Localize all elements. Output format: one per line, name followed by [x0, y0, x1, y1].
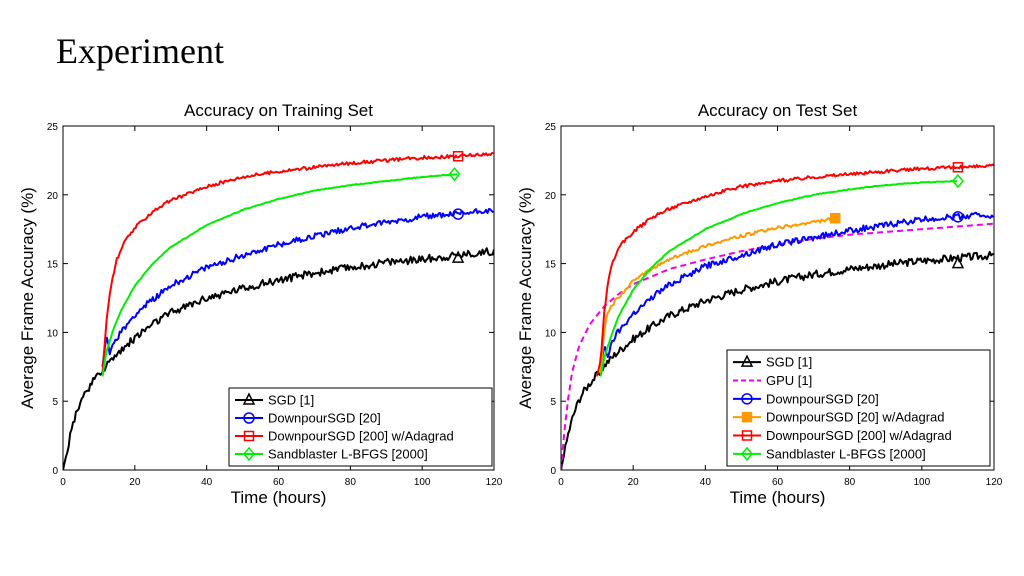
- legend-box: [726, 349, 991, 467]
- series-line-sandblaster-l-bfgs-2000: [599, 179, 958, 377]
- chart-title: Accuracy on Test Set: [698, 101, 858, 120]
- y-tick-label: 15: [47, 260, 59, 271]
- y-tick-label: 25: [545, 122, 557, 133]
- legend-label: DownpourSGD [20]: [268, 411, 381, 426]
- legend-box: [228, 387, 493, 467]
- x-tick-label: 20: [129, 477, 141, 488]
- x-tick-label: 80: [345, 477, 357, 488]
- series-line-downpoursgd-20: [599, 211, 994, 367]
- training-accuracy-chart: Accuracy on Training Set 0 20 40 60 80 100 120 0…: [18, 101, 503, 507]
- y-tick-label: 20: [47, 191, 59, 202]
- y-tick-label: 0: [550, 466, 556, 477]
- legend-marker-sgd-1: [740, 354, 754, 367]
- chart-title: Accuracy on Training Set: [184, 101, 373, 120]
- series-marker-sandblaster-l-bfgs-2000: [448, 166, 461, 182]
- y-tick-label: 5: [52, 397, 58, 408]
- slide-title: Experiment: [56, 31, 224, 71]
- series-line-sgd-1: [63, 247, 494, 470]
- legend-label: GPU [1]: [766, 373, 812, 388]
- legend-label: DownpourSGD [200] w/Adagrad: [766, 428, 952, 443]
- series-line-downpoursgd-200-w-adagrad: [101, 151, 494, 374]
- x-tick-label: 60: [772, 477, 784, 488]
- y-tick-label: 15: [545, 260, 557, 271]
- legend-label: DownpourSGD [200] w/Adagrad: [268, 429, 454, 444]
- y-tick-label: 0: [52, 466, 58, 477]
- series-marker-sgd-1: [951, 255, 965, 269]
- test-accuracy-chart: Accuracy on Test Set 0 20 40 60 80 100 120 0 5 10 1…: [516, 101, 1003, 507]
- legend-marker-sandblaster-l-bfgs-2000: [741, 446, 753, 462]
- x-tick-label: 120: [486, 477, 503, 488]
- legend-marker-downpoursgd-200-w-adagrad: [741, 430, 753, 441]
- series-marker-sandblaster-l-bfgs-2000: [951, 173, 964, 189]
- y-tick-label: 20: [545, 191, 557, 202]
- x-tick-label: 0: [60, 477, 66, 488]
- series-line-downpoursgd-20-w-adagrad: [599, 215, 835, 374]
- x-tick-label: 20: [628, 477, 640, 488]
- legend: SGD [1] GPU [1] DownpourSGD [20] DownpourSG…: [726, 349, 991, 467]
- legend-marker-sgd-1: [242, 392, 256, 405]
- legend-label: SGD [1]: [268, 393, 314, 408]
- legend-marker-downpoursgd-20: [243, 412, 255, 424]
- x-tick-label: 0: [558, 477, 564, 488]
- series-line-sandblaster-l-bfgs-2000: [101, 173, 458, 377]
- x-tick-label: 120: [986, 477, 1003, 488]
- series-marker-downpoursgd-200-w-adagrad: [452, 151, 464, 162]
- series-line-gpu-1: [561, 222, 994, 470]
- series-marker-downpoursgd-200-w-adagrad: [952, 162, 964, 173]
- y-axis-title: Average Frame Accuracy (%): [18, 187, 37, 409]
- series-group: [63, 151, 494, 470]
- legend-label: Sandblaster L-BFGS [2000]: [268, 447, 428, 462]
- series-line-downpoursgd-20: [101, 208, 494, 367]
- y-tick-label: 5: [550, 397, 556, 408]
- legend: SGD [1] DownpourSGD [20] DownpourSGD [200]…: [228, 387, 493, 467]
- series-marker-downpoursgd-20-w-adagrad: [829, 212, 841, 224]
- legend-label: DownpourSGD [20] w/Adagrad: [766, 410, 944, 425]
- legend-label: Sandblaster L-BFGS [2000]: [766, 446, 926, 461]
- x-tick-label: 80: [844, 477, 856, 488]
- series-group: [561, 163, 994, 470]
- legend-marker-downpoursgd-200-w-adagrad: [243, 430, 255, 442]
- y-tick-label: 25: [47, 122, 59, 133]
- series-line-sgd-1: [561, 250, 994, 470]
- x-axis-title: Time (hours): [730, 488, 826, 507]
- y-tick-label: 10: [545, 328, 557, 339]
- legend-label: DownpourSGD [20]: [766, 391, 879, 406]
- x-tick-label: 60: [273, 477, 285, 488]
- x-tick-label: 100: [414, 477, 431, 488]
- legend-label: SGD [1]: [766, 355, 812, 370]
- legend-marker-downpoursgd-20-w-adagrad: [741, 411, 753, 423]
- series-marker-downpoursgd-20: [952, 211, 964, 223]
- x-axis-title: Time (hours): [231, 488, 327, 507]
- y-tick-label: 10: [47, 328, 59, 339]
- series-line-downpoursgd-200-w-adagrad: [596, 163, 994, 377]
- x-tick-label: 100: [913, 477, 930, 488]
- legend-marker-downpoursgd-20: [741, 393, 753, 405]
- series-marker-sgd-1: [451, 250, 465, 263]
- x-tick-label: 40: [700, 477, 712, 488]
- series-marker-downpoursgd-20: [452, 208, 464, 220]
- legend-marker-sandblaster-l-bfgs-2000: [243, 446, 255, 462]
- x-tick-label: 40: [201, 477, 213, 488]
- y-axis-title: Average Frame Accuracy (%): [516, 187, 535, 409]
